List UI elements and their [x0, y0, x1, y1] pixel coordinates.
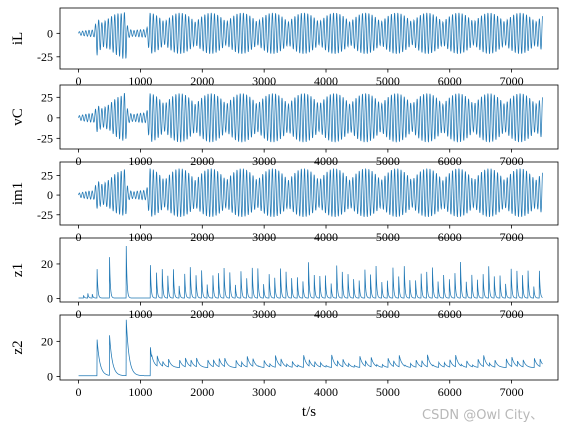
- x-tick-label: 1000: [128, 385, 152, 399]
- y-tick-label: 20: [41, 257, 53, 271]
- x-tick-label: 2000: [190, 230, 214, 244]
- x-tick-label: 7000: [500, 230, 524, 244]
- x-tick-label: 2000: [190, 385, 214, 399]
- y-axis-label: z1: [10, 263, 26, 277]
- axes-frame: [59, 84, 559, 150]
- subplot-z1: 0 1000 2000 3000 4000 5000 6000 7000 0 20 z1: [10, 237, 559, 321]
- y-tick-label: -25: [37, 131, 53, 145]
- axes-frame: [59, 7, 559, 70]
- x-tick-label: 3000: [252, 230, 276, 244]
- y-tick-label: 0: [47, 369, 53, 383]
- subplot-z2: 0 1000 2000 3000 4000 5000 6000 7000 0 20 z2 t/s: [10, 314, 559, 420]
- x-tick-label: 4000: [314, 385, 338, 399]
- x-tick-label: 4000: [314, 154, 338, 168]
- y-tick-label: 20: [41, 334, 53, 348]
- x-tick-label: 5000: [376, 385, 400, 399]
- x-tick-label: 2000: [190, 154, 214, 168]
- subplot-im1: 0 1000 2000 3000 4000 5000 6000 7000 -25 0 25 im1: [10, 161, 559, 244]
- subplot-vC: 0 1000 2000 3000 4000 5000 6000 7000 -25 0 25 vC: [10, 84, 559, 168]
- x-tick-label: 7000: [500, 307, 524, 321]
- x-tick-label: 4000: [314, 230, 338, 244]
- y-tick-label: -25: [37, 208, 53, 222]
- y-axis-label: vC: [10, 108, 26, 126]
- subplot-iL: 0 1000 2000 3000 4000 5000 6000 7000 -25 0 iL: [10, 7, 559, 88]
- y-tick-label: -25: [37, 50, 53, 64]
- y-tick-label: 0: [47, 26, 53, 40]
- x-tick-label: 3000: [252, 385, 276, 399]
- x-tick-label: 5000: [376, 230, 400, 244]
- x-tick-label: 5000: [376, 74, 400, 88]
- y-tick-label: 25: [41, 90, 53, 104]
- x-tick-label: 0: [76, 230, 82, 244]
- x-tick-label: 6000: [438, 74, 462, 88]
- x-tick-label: 7000: [500, 74, 524, 88]
- x-tick-label: 2000: [190, 307, 214, 321]
- x-tick-label: 6000: [438, 154, 462, 168]
- x-tick-label: 1000: [128, 74, 152, 88]
- x-tick-label: 4000: [314, 307, 338, 321]
- y-axis-label: z2: [10, 340, 26, 354]
- y-tick-label: 0: [47, 188, 53, 202]
- y-tick-label: 0: [47, 111, 53, 125]
- y-tick-label: 25: [41, 168, 53, 182]
- x-tick-label: 7000: [500, 385, 524, 399]
- x-tick-label: 5000: [376, 307, 400, 321]
- x-tick-label: 4000: [314, 74, 338, 88]
- x-tick-label: 3000: [252, 154, 276, 168]
- series-line-z2: [78, 319, 543, 377]
- watermark: CSDN @Owl City、: [422, 408, 544, 423]
- x-tick-label: 1000: [128, 230, 152, 244]
- axes-frame: [59, 161, 559, 226]
- x-tick-label: 0: [76, 385, 82, 399]
- x-tick-label: 5000: [376, 154, 400, 168]
- x-axis-label: t/s: [302, 404, 316, 420]
- x-tick-label: 0: [76, 307, 82, 321]
- x-tick-label: 0: [76, 74, 82, 88]
- x-tick-label: 0: [76, 154, 82, 168]
- axes-frame: [59, 237, 559, 303]
- y-axis-label: im1: [10, 182, 26, 205]
- y-axis-label: iL: [10, 32, 26, 45]
- x-tick-label: 1000: [128, 307, 152, 321]
- y-tick-label: 0: [47, 292, 53, 306]
- axes-frame: [59, 314, 559, 381]
- x-tick-label: 3000: [252, 307, 276, 321]
- series-line-z1: [78, 245, 543, 299]
- x-tick-label: 6000: [438, 385, 462, 399]
- series-line-iL: [78, 12, 543, 59]
- series-line-vC: [78, 92, 543, 143]
- x-tick-label: 6000: [438, 230, 462, 244]
- x-tick-label: 3000: [252, 74, 276, 88]
- series-line-im1: [78, 168, 543, 218]
- x-tick-label: 7000: [500, 154, 524, 168]
- x-tick-label: 6000: [438, 307, 462, 321]
- x-tick-label: 1000: [128, 154, 152, 168]
- x-tick-label: 2000: [190, 74, 214, 88]
